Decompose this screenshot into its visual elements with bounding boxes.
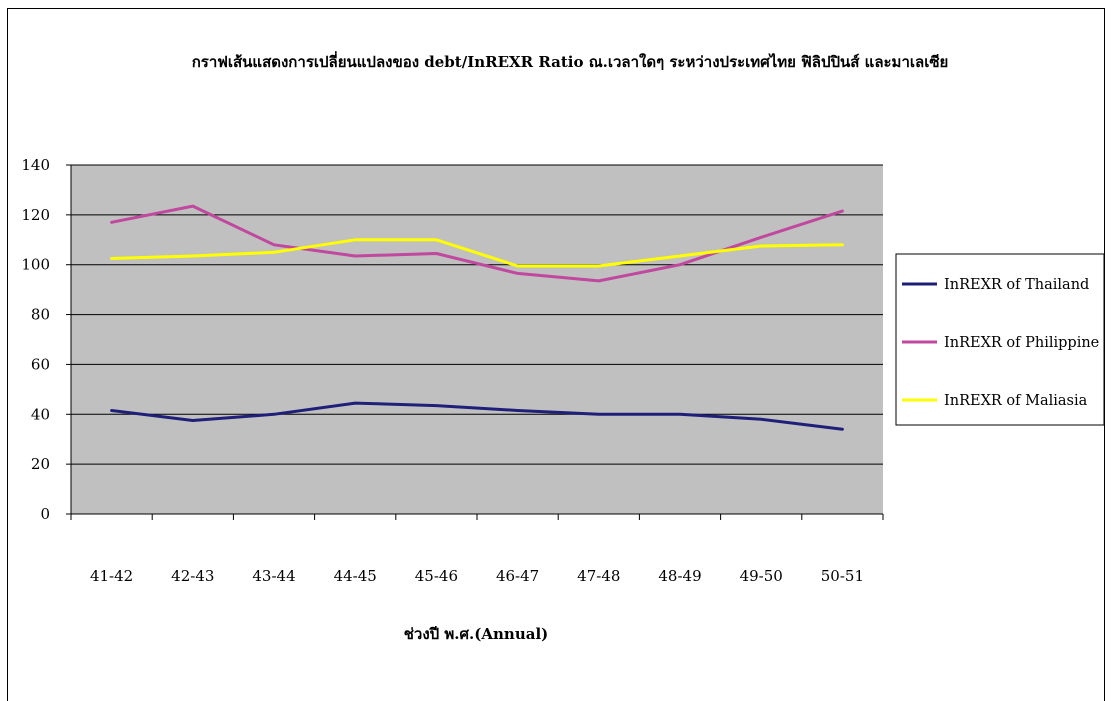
legend-label-2: InREXR of Maliasia	[944, 393, 1088, 409]
y-tick-label: 60	[31, 355, 50, 373]
plot-area	[71, 165, 883, 514]
y-tick-label: 80	[31, 306, 50, 324]
y-tick-label: 0	[40, 505, 50, 523]
x-tick-label: 50-51	[821, 567, 864, 585]
series-lines	[110, 204, 844, 431]
y-tick-label: 40	[31, 405, 50, 423]
series-line-2	[110, 238, 844, 268]
x-ticks: 41-42 42-43 43-44 44-45 45-46 46-47 47-48 48-49…	[70, 514, 884, 585]
legend-label-1: InREXR of Philippine	[944, 335, 1099, 351]
x-tick-label: 45-46	[415, 567, 458, 585]
x-tick-label: 48-49	[658, 567, 701, 585]
y-tick-label: 140	[21, 156, 50, 174]
x-axis-label: ช่วงปี พ.ศ.(Annual)	[404, 625, 549, 643]
x-tick-label: 46-47	[496, 567, 539, 585]
x-tick-label: 41-42	[90, 567, 133, 585]
x-tick-label: 49-50	[740, 567, 783, 585]
chart-title: กราฟเส้นแสดงการเปลี่ยนแปลงของ debt/InREX…	[192, 51, 949, 71]
y-ticks: 0 20 40 60 80 100 120 140	[21, 156, 71, 523]
legend: InREXR of Thailand InREXR of Philippine In…	[895, 253, 1105, 426]
x-tick-label: 43-44	[252, 567, 295, 585]
y-tick-label: 120	[21, 206, 50, 224]
y-tick-label: 20	[31, 455, 50, 473]
x-tick-label: 44-45	[334, 567, 377, 585]
x-tick-label: 42-43	[171, 567, 214, 585]
legend-label-0: InREXR of Thailand	[944, 277, 1089, 293]
y-tick-label: 100	[21, 256, 50, 274]
x-tick-label: 47-48	[577, 567, 620, 585]
series-line-0	[110, 401, 844, 431]
legend-items: InREXR of Thailand InREXR of Philippine In…	[902, 277, 1099, 409]
